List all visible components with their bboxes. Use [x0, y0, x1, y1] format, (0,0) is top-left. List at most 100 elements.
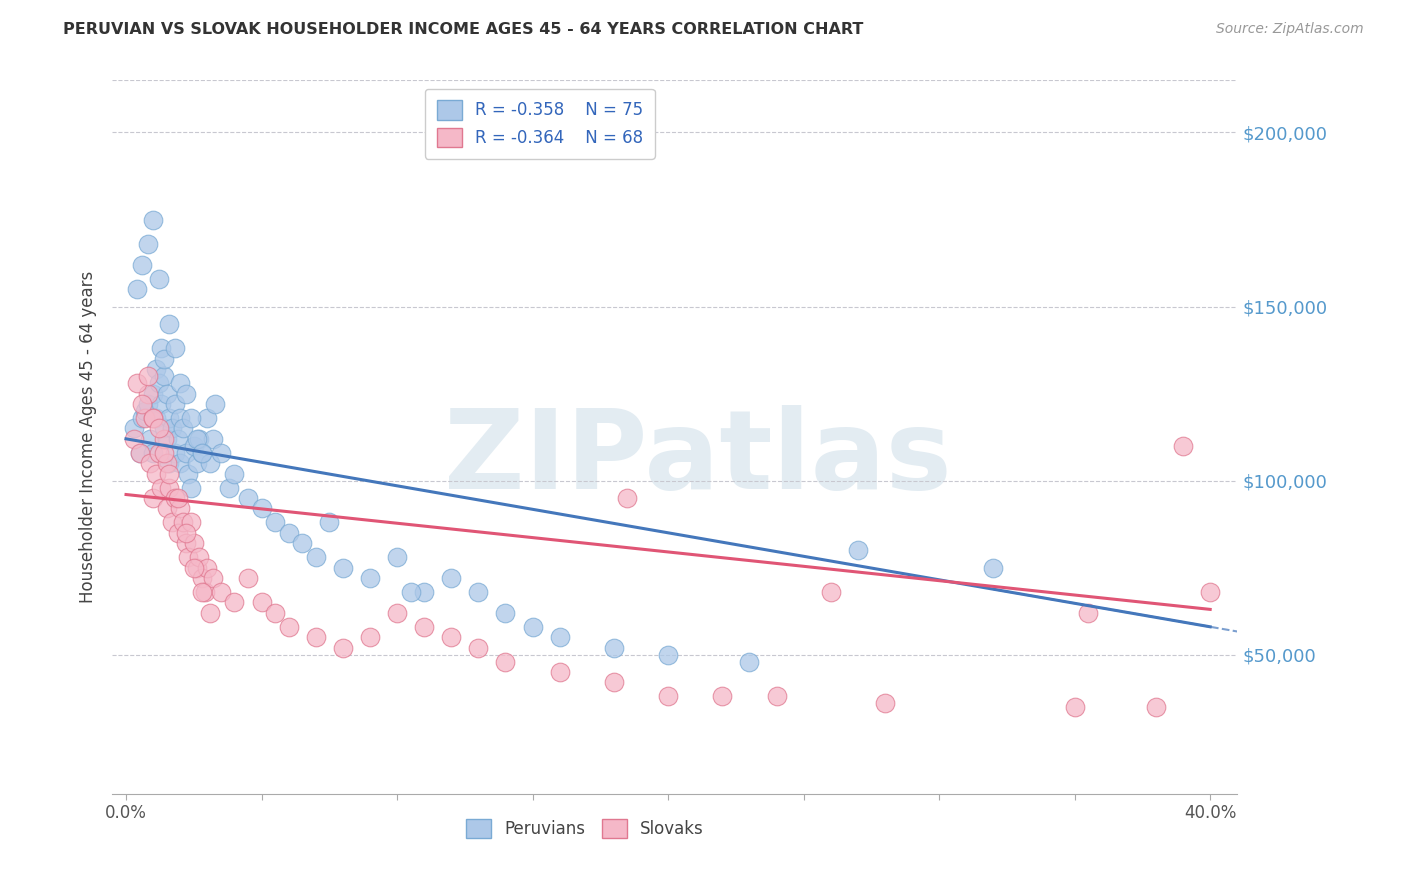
Text: Source: ZipAtlas.com: Source: ZipAtlas.com — [1216, 22, 1364, 37]
Point — [174, 386, 197, 401]
Point — [385, 550, 408, 565]
Point — [186, 456, 208, 470]
Point — [440, 571, 463, 585]
Legend: Peruvians, Slovaks: Peruvians, Slovaks — [454, 807, 716, 850]
Point — [122, 432, 145, 446]
Point — [142, 212, 165, 227]
Point — [163, 446, 186, 460]
Point — [136, 397, 159, 411]
Point — [153, 351, 176, 366]
Point — [180, 481, 202, 495]
Point — [195, 560, 218, 574]
Point — [250, 501, 273, 516]
Point — [183, 536, 205, 550]
Point — [183, 560, 205, 574]
Point — [332, 560, 354, 574]
Text: ZIPatlas: ZIPatlas — [443, 405, 952, 512]
Point — [657, 690, 679, 704]
Point — [174, 525, 197, 540]
Point — [180, 411, 202, 425]
Point — [201, 571, 224, 585]
Point — [873, 697, 896, 711]
Point — [160, 516, 183, 530]
Point — [150, 397, 173, 411]
Point — [548, 630, 571, 644]
Point — [169, 376, 191, 391]
Point — [711, 690, 734, 704]
Point — [359, 630, 381, 644]
Point — [145, 362, 167, 376]
Point — [153, 432, 176, 446]
Point — [148, 446, 170, 460]
Point — [136, 386, 159, 401]
Point — [188, 432, 211, 446]
Point — [156, 501, 179, 516]
Point — [236, 491, 259, 505]
Point — [250, 595, 273, 609]
Point — [166, 491, 188, 505]
Point — [603, 640, 626, 655]
Point — [131, 258, 153, 272]
Point — [1144, 699, 1167, 714]
Point — [153, 446, 176, 460]
Point — [1199, 585, 1222, 599]
Point — [191, 585, 214, 599]
Point — [136, 236, 159, 251]
Point — [174, 446, 197, 460]
Point — [1077, 606, 1099, 620]
Point — [145, 411, 167, 425]
Point — [139, 432, 162, 446]
Point — [616, 491, 638, 505]
Point — [163, 491, 186, 505]
Point — [224, 595, 246, 609]
Point — [169, 456, 191, 470]
Point — [359, 571, 381, 585]
Point — [166, 432, 188, 446]
Point — [157, 411, 180, 425]
Point — [277, 525, 299, 540]
Point — [467, 640, 489, 655]
Point — [440, 630, 463, 644]
Point — [413, 620, 436, 634]
Point — [134, 404, 156, 418]
Point — [277, 620, 299, 634]
Point — [157, 456, 180, 470]
Point — [125, 282, 148, 296]
Point — [186, 432, 208, 446]
Point — [191, 571, 214, 585]
Text: PERUVIAN VS SLOVAK HOUSEHOLDER INCOME AGES 45 - 64 YEARS CORRELATION CHART: PERUVIAN VS SLOVAK HOUSEHOLDER INCOME AG… — [63, 22, 863, 37]
Point — [142, 491, 165, 505]
Point — [191, 446, 214, 460]
Point — [157, 481, 180, 495]
Point — [150, 341, 173, 355]
Point — [157, 467, 180, 481]
Point — [291, 536, 314, 550]
Point — [148, 421, 170, 435]
Point — [139, 456, 162, 470]
Point — [142, 386, 165, 401]
Point — [657, 648, 679, 662]
Point — [183, 439, 205, 453]
Point — [134, 411, 156, 425]
Point — [209, 446, 232, 460]
Point — [548, 665, 571, 679]
Point — [399, 585, 422, 599]
Point — [204, 397, 226, 411]
Point — [163, 341, 186, 355]
Point — [846, 543, 869, 558]
Point — [209, 585, 232, 599]
Point — [142, 446, 165, 460]
Point — [332, 640, 354, 655]
Point — [201, 432, 224, 446]
Point — [305, 550, 328, 565]
Point — [385, 606, 408, 620]
Point — [218, 481, 240, 495]
Point — [128, 446, 150, 460]
Point — [195, 411, 218, 425]
Point — [172, 421, 194, 435]
Point — [318, 516, 340, 530]
Point — [1063, 699, 1085, 714]
Point — [198, 456, 221, 470]
Point — [180, 516, 202, 530]
Point — [153, 421, 176, 435]
